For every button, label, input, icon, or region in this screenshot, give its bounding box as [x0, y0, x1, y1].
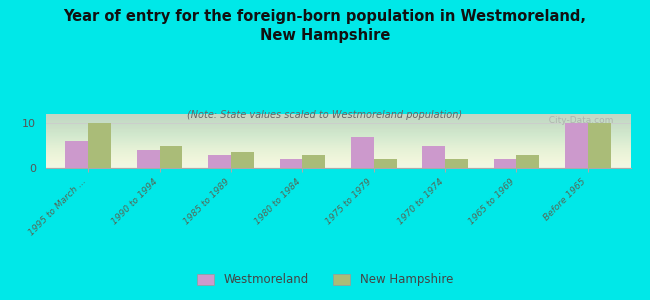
Bar — [231, 152, 254, 168]
Bar — [280, 159, 302, 168]
Bar — [136, 150, 160, 168]
Bar — [351, 136, 374, 168]
Bar — [160, 146, 183, 168]
Text: City-Data.com: City-Data.com — [543, 116, 613, 124]
Bar — [493, 159, 516, 168]
Bar — [445, 159, 468, 168]
Bar — [88, 123, 111, 168]
Bar — [588, 123, 610, 168]
Bar — [422, 146, 445, 168]
Text: (Note: State values scaled to Westmoreland population): (Note: State values scaled to Westmorela… — [187, 110, 463, 119]
Bar — [302, 154, 325, 168]
Bar — [374, 159, 396, 168]
Bar — [565, 123, 588, 168]
Bar — [208, 154, 231, 168]
Text: Year of entry for the foreign-born population in Westmoreland,
New Hampshire: Year of entry for the foreign-born popul… — [64, 9, 586, 43]
Legend: Westmoreland, New Hampshire: Westmoreland, New Hampshire — [192, 269, 458, 291]
Bar — [66, 141, 88, 168]
Bar — [516, 154, 540, 168]
